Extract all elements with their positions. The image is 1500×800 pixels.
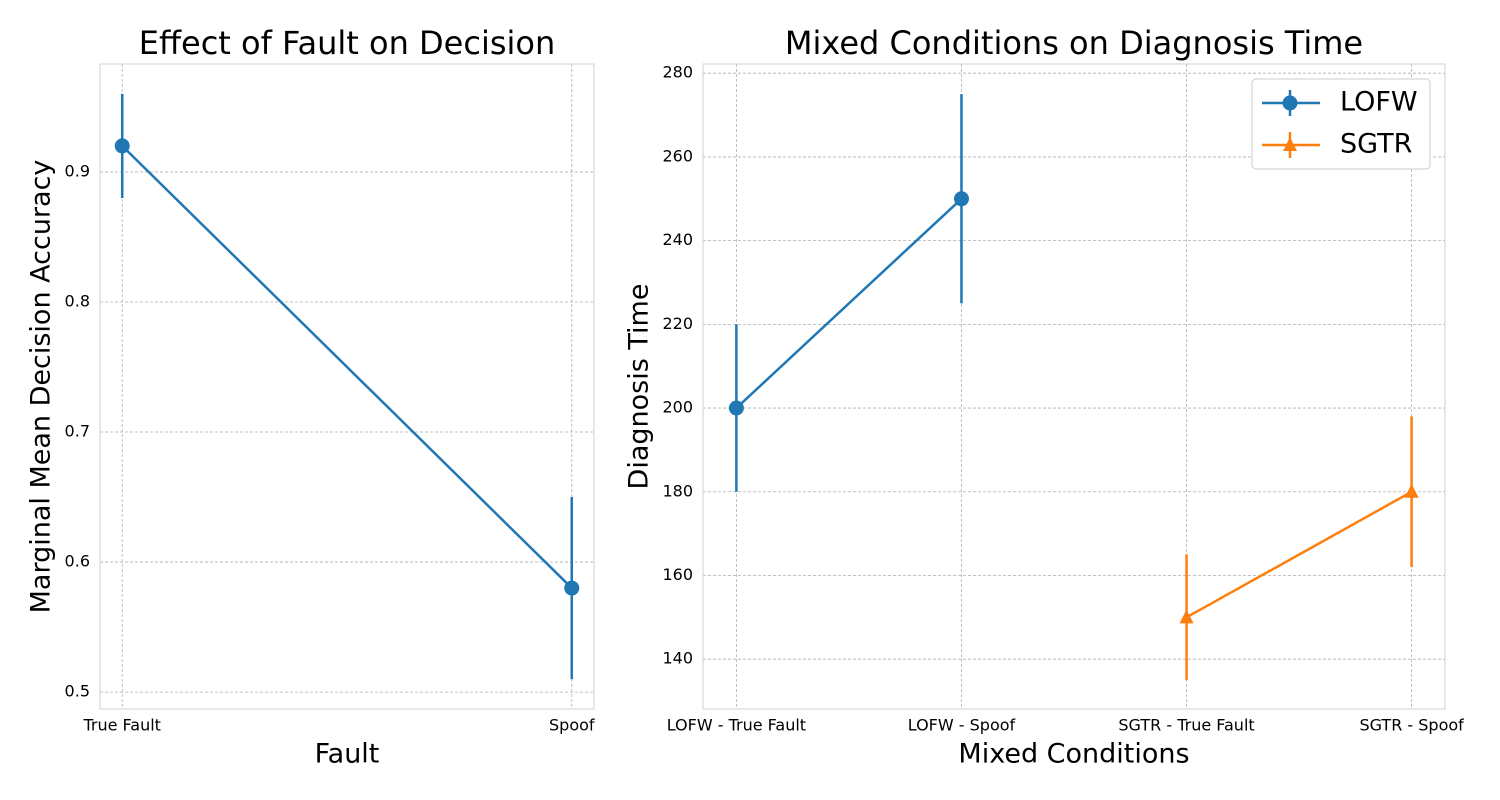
x-tick-label: LOFW - Spoof — [908, 716, 1016, 735]
chart-title: Effect of Fault on Decision — [139, 24, 556, 62]
chart-title: Mixed Conditions on Diagnosis Time — [785, 24, 1363, 62]
point-marker — [1404, 483, 1419, 498]
legend-label: LOFW — [1340, 87, 1418, 118]
point-marker — [728, 400, 744, 416]
y-axis-label: Diagnosis Time — [624, 284, 655, 490]
legend-label: SGTR — [1340, 129, 1412, 160]
axes-frame — [702, 63, 1446, 710]
y-tick-label: 160 — [662, 565, 693, 584]
y-tick-label: 200 — [662, 398, 693, 417]
x-tick-label: SGTR - True Fault — [1118, 716, 1254, 735]
y-tick-label: 0.8 — [65, 291, 90, 310]
series-line — [121, 145, 573, 589]
axes-frame — [99, 63, 595, 710]
x-tick-label: LOFW - True Fault — [667, 716, 806, 735]
point-marker — [1283, 137, 1297, 151]
point-marker — [114, 138, 130, 154]
x-tick-label: SGTR - Spoof — [1359, 716, 1464, 735]
y-tick-label: 260 — [662, 146, 693, 165]
y-tick-label: 0.9 — [65, 161, 90, 180]
point-marker — [564, 580, 580, 596]
y-tick-label: 240 — [662, 230, 693, 249]
y-tick-label: 280 — [662, 63, 693, 82]
y-tick-label: 0.6 — [65, 552, 90, 571]
series-line — [1185, 490, 1413, 619]
point-marker — [953, 191, 969, 207]
x-axis-label: Fault — [315, 739, 380, 770]
point-marker — [1282, 95, 1298, 111]
y-tick-label: 0.7 — [65, 422, 90, 441]
y-tick-label: 140 — [662, 649, 693, 668]
x-axis-label: Mixed Conditions — [958, 739, 1189, 770]
x-tick-label: True Fault — [82, 716, 160, 735]
point-marker — [1179, 609, 1194, 624]
y-tick-label: 220 — [662, 314, 693, 333]
y-axis-label: Marginal Mean Decision Accuracy — [26, 160, 57, 614]
y-tick-label: 0.5 — [65, 682, 90, 701]
x-tick-label: Spoof — [549, 716, 595, 735]
y-tick-label: 180 — [662, 481, 693, 500]
series-line — [735, 197, 963, 409]
